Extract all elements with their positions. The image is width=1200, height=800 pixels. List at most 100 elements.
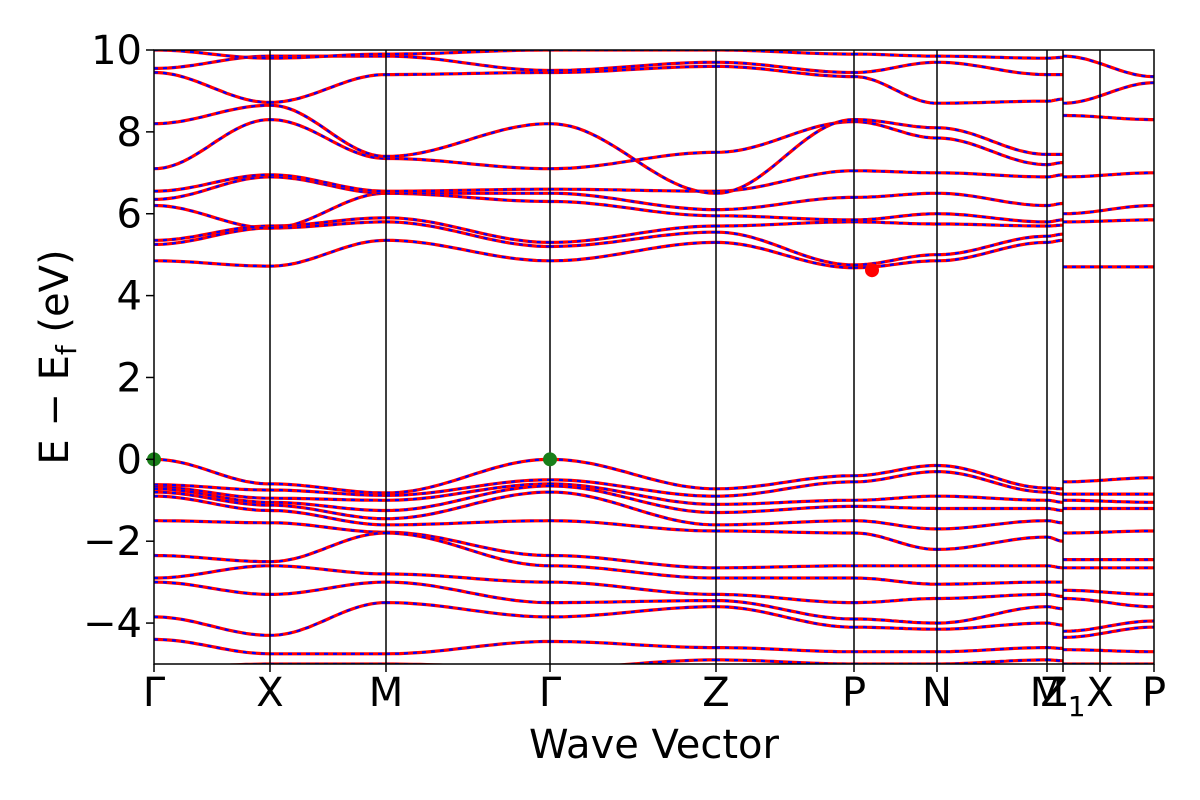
band-dash-89 — [550, 192, 716, 211]
band-dash-21 — [154, 71, 271, 104]
band-123 — [854, 504, 938, 511]
band-dash-144 — [936, 464, 1048, 490]
band-dash-199 — [1063, 589, 1154, 596]
band-111 — [716, 220, 854, 228]
band-dash-5 — [154, 495, 271, 512]
band-dash-20 — [154, 104, 270, 125]
band-dash-155 — [937, 646, 1047, 653]
band-dash-50 — [385, 482, 551, 502]
band-dash-187 — [1047, 161, 1063, 166]
band-dash-11 — [154, 638, 271, 655]
band-dash-78 — [549, 554, 716, 569]
band-118 — [716, 60, 854, 75]
band-102 — [716, 564, 854, 570]
band-100 — [716, 519, 855, 527]
band-dash-84 — [619, 658, 716, 664]
band-141 — [853, 75, 938, 105]
band-dash-165 — [937, 100, 1047, 105]
band-dash-57 — [385, 581, 551, 604]
band-dash-73 — [549, 478, 717, 498]
x-axis-title: Wave Vector — [529, 722, 780, 768]
x-tick-label-1: X — [256, 670, 283, 716]
band-dash-55 — [385, 531, 551, 567]
band-dash-161 — [937, 192, 1047, 207]
band-105 — [716, 599, 855, 621]
band-11 — [154, 637, 271, 656]
band-129 — [854, 617, 938, 625]
band-137 — [853, 191, 937, 199]
y-axis-title: E − Ef (eV) — [32, 249, 83, 464]
x-axis-ticks: Γ X M Γ Z P N MZ1 X P — [143, 664, 1166, 723]
band-0 — [154, 457, 271, 486]
band-14 — [154, 226, 270, 246]
band-dash-69 — [386, 71, 550, 76]
band-dash-176 — [1047, 593, 1063, 598]
band-16 — [154, 203, 271, 230]
band-dash-9 — [154, 581, 270, 596]
band-dash-211 — [1062, 55, 1154, 78]
band-dash-25 — [269, 488, 387, 497]
band-dash-185 — [1047, 202, 1063, 207]
band-dash-203 — [1063, 648, 1154, 653]
cbm-marker — [865, 263, 879, 278]
band-dash-0 — [154, 458, 271, 485]
band-dash-52 — [385, 491, 551, 520]
band-dash-208 — [1063, 171, 1154, 178]
x-tick-label-0: Γ — [143, 670, 166, 716]
band-dash-27 — [270, 501, 386, 512]
band-dash-141 — [853, 75, 938, 105]
band-121 — [854, 470, 938, 484]
band-dash-166 — [937, 61, 1048, 76]
band-dash-171 — [1047, 507, 1063, 512]
band-dash-116 — [715, 118, 855, 195]
band-dash-178 — [1047, 622, 1063, 627]
high-symmetry-lines — [269, 50, 1101, 664]
band-dash-169 — [1047, 491, 1063, 496]
band-dash-4 — [154, 491, 271, 507]
band-dash-162 — [937, 171, 1047, 178]
band-dash-49 — [385, 478, 551, 497]
band-dash-151 — [937, 581, 1047, 586]
band-dash-33 — [270, 581, 387, 596]
y-axis-title-unit: (eV) — [32, 249, 78, 345]
band-dash-62 — [385, 220, 551, 248]
band-dash-75 — [549, 484, 717, 514]
band-dash-30 — [270, 521, 386, 534]
band-dash-59 — [385, 640, 550, 655]
band-dash-6 — [154, 519, 270, 524]
band-97 — [715, 480, 855, 498]
band-dash-180 — [1047, 658, 1063, 662]
band-dash-31 — [269, 531, 387, 563]
band-dash-74 — [549, 482, 717, 506]
band-dash-91 — [549, 151, 717, 170]
band-dash-200 — [1063, 597, 1154, 608]
band-101 — [716, 529, 854, 535]
band-dash-179 — [1047, 646, 1063, 650]
band-dash-41 — [269, 175, 387, 195]
band-dash-159 — [937, 222, 1047, 228]
band-dash-81 — [550, 599, 716, 604]
band-dash-210 — [1062, 81, 1154, 105]
band-dash-24 — [270, 482, 386, 494]
band-140 — [854, 118, 938, 130]
band-dash-18 — [154, 173, 271, 193]
band-99 — [716, 504, 854, 515]
band-dash-51 — [385, 484, 551, 512]
band-120 — [854, 463, 937, 478]
band-dash-184 — [1047, 218, 1063, 223]
band-dash-201 — [1062, 619, 1154, 633]
band-dash-67 — [386, 157, 550, 170]
band-dash-76 — [549, 491, 717, 526]
y-tick-label-6: 8 — [117, 110, 142, 156]
x-tick-label-2: M — [369, 670, 404, 716]
band-dash-209 — [1063, 114, 1154, 121]
band-dash-92 — [549, 122, 717, 195]
band-31 — [269, 531, 387, 564]
band-dash-182 — [1047, 233, 1063, 238]
band-dash-14 — [154, 227, 270, 246]
band-dash-148 — [937, 519, 1048, 530]
band-dash-13 — [154, 259, 270, 268]
band-dash-160 — [936, 212, 1047, 223]
band-143 — [854, 52, 937, 58]
band-dash-109 — [715, 241, 855, 269]
